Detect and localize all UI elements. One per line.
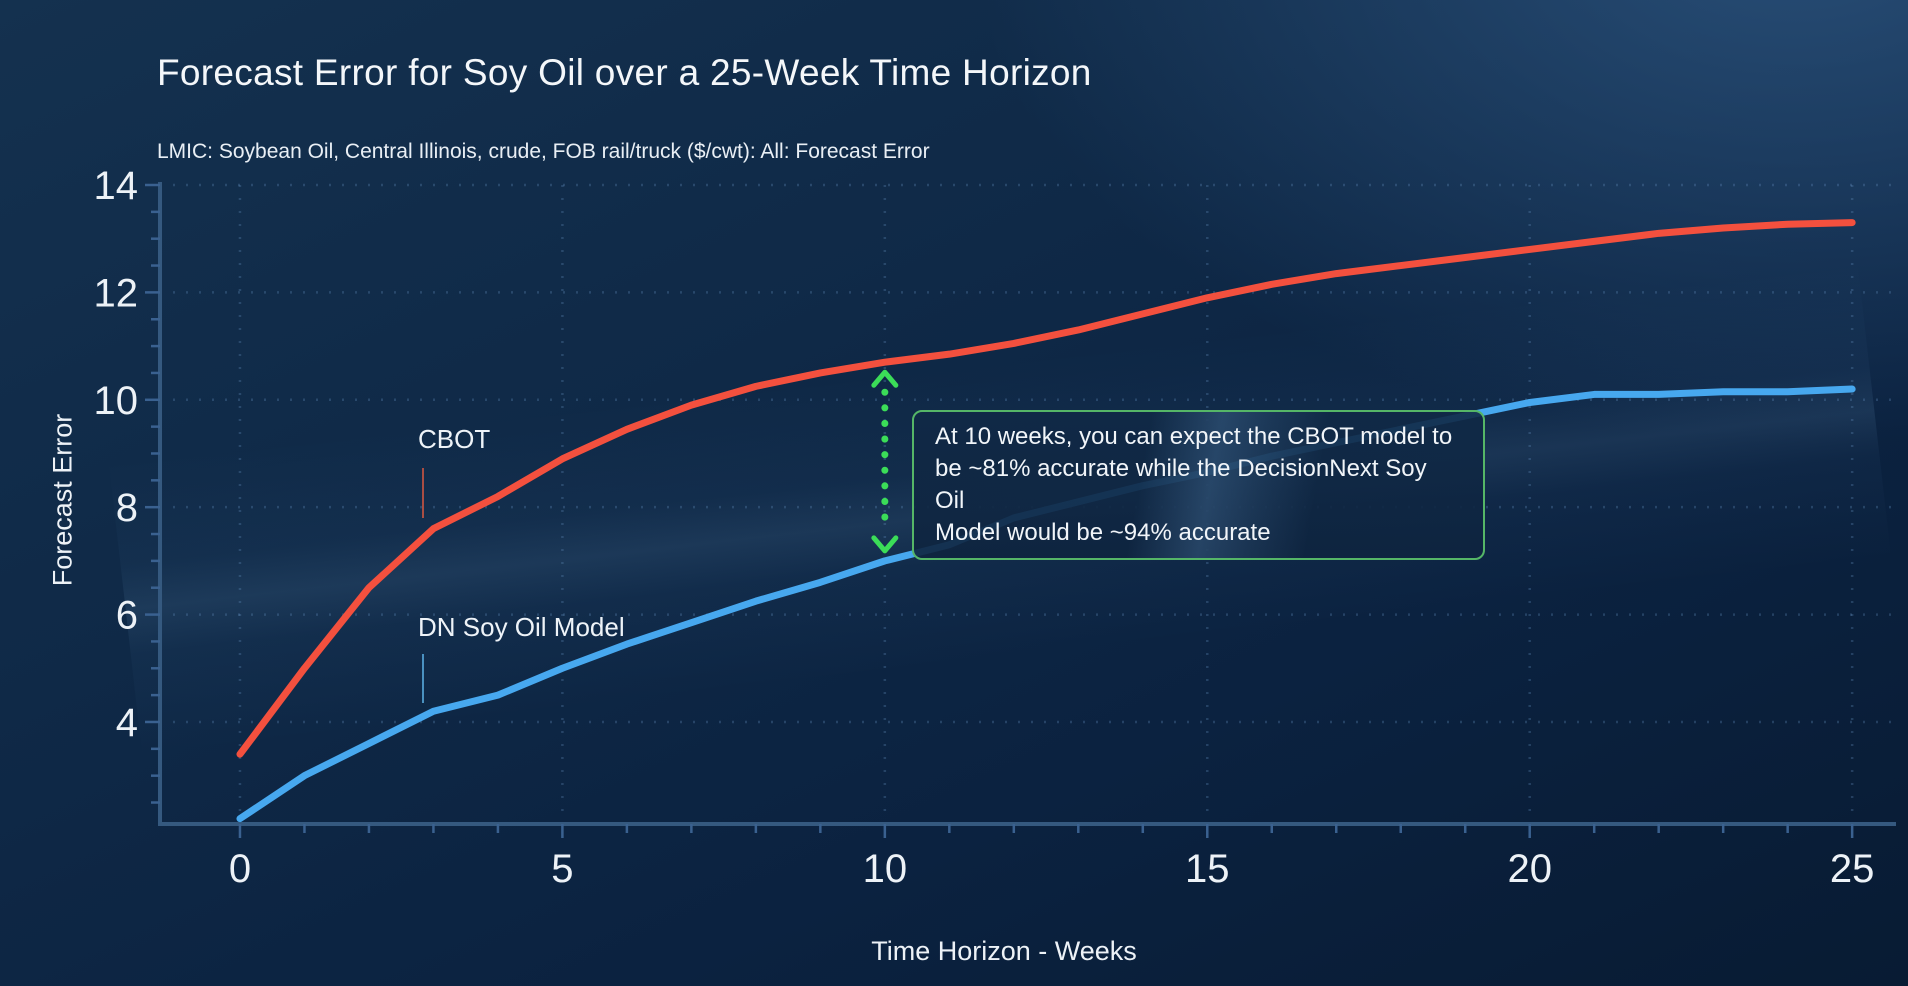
x-tick-label: 5 — [551, 847, 573, 891]
series-label-cbot: CBOT — [418, 424, 491, 454]
y-tick-label: 4 — [116, 701, 138, 745]
y-tick-label: 12 — [94, 271, 139, 315]
annotation-line: Model would be ~94% accurate — [935, 519, 1271, 546]
annotation-line: At 10 weeks, you can expect the CBOT mod… — [935, 423, 1453, 450]
page-title: Forecast Error for Soy Oil over a 25-Wee… — [157, 52, 1092, 93]
x-tick-label: 15 — [1185, 847, 1230, 891]
x-tick-label: 0 — [229, 847, 251, 891]
y-tick-label: 6 — [116, 594, 138, 638]
series-label-dn-soy-oil-model: DN Soy Oil Model — [418, 612, 625, 642]
x-axis-title: Time Horizon - Weeks — [871, 936, 1137, 966]
y-tick-label: 14 — [94, 164, 139, 208]
chart-subtitle: LMIC: Soybean Oil, Central Illinois, cru… — [157, 140, 930, 163]
y-tick-label: 10 — [94, 379, 139, 423]
y-tick-label: 8 — [116, 486, 138, 530]
annotation-line: be ~81% accurate while the DecisionNext … — [935, 455, 1427, 514]
annotation-box: At 10 weeks, you can expect the CBOT mod… — [912, 410, 1485, 560]
y-axis-title: Forecast Error — [47, 413, 78, 587]
x-tick-label: 25 — [1830, 847, 1875, 891]
difference-arrow — [871, 369, 899, 554]
series-label-cbot-leader — [422, 468, 424, 518]
series-label-dn-leader — [422, 654, 424, 703]
x-tick-label: 20 — [1507, 847, 1552, 891]
x-tick-label: 10 — [863, 847, 908, 891]
series-line-cbot — [236, 219, 1856, 758]
